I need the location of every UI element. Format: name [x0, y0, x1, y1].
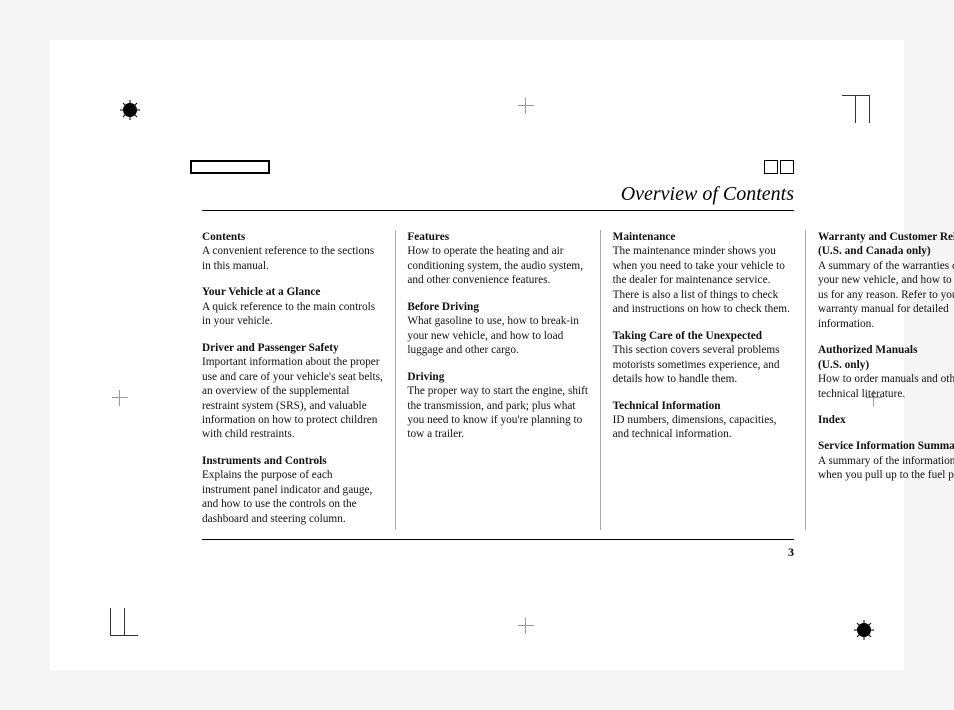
crop-cross-icon	[518, 618, 534, 634]
toc-entry-heading: Driver and Passenger Safety	[202, 341, 383, 355]
toc-entry-heading: Warranty and Customer Relations	[818, 230, 954, 244]
toc-entry: ContentsA convenient reference to the se…	[202, 230, 383, 273]
toc-entry: Taking Care of the UnexpectedThis sectio…	[613, 329, 794, 387]
toc-entry-body: The maintenance minder shows you when yo…	[613, 245, 790, 315]
toc-entry-heading: Taking Care of the Unexpected	[613, 329, 794, 343]
toc-entry-body: ID numbers, dimensions, capacities, and …	[613, 414, 777, 440]
page-title: Overview of Contents	[621, 183, 794, 206]
crop-mark-icon	[816, 95, 856, 135]
toc-entry-body: This section covers several problems mot…	[613, 344, 780, 385]
toc-entry-heading: Driving	[407, 370, 588, 384]
toc-entry: DrivingThe proper way to start the engin…	[407, 370, 588, 442]
toc-entry: Warranty and Customer Relations(U.S. and…	[818, 230, 954, 331]
toc-entry-heading: Maintenance	[613, 230, 794, 244]
page-number: 3	[788, 545, 794, 560]
toc-entry: FeaturesHow to operate the heating and a…	[407, 230, 588, 288]
toc-entry-body: How to operate the heating and air condi…	[407, 245, 583, 286]
toc-entry: Before DrivingWhat gasoline to use, how …	[407, 300, 588, 358]
toc-entry-heading: Contents	[202, 230, 383, 244]
toc-entry-body: A convenient reference to the sections i…	[202, 245, 374, 271]
toc-entry-subheading: (U.S. only)	[818, 358, 954, 372]
registration-mark-icon	[854, 620, 874, 640]
toc-entry-heading: Instruments and Controls	[202, 454, 383, 468]
toc-entry-body: A summary of the warranties covering you…	[818, 260, 954, 330]
crop-cross-icon	[518, 98, 534, 114]
header-rule	[202, 210, 794, 211]
toc-entry: Driver and Passenger SafetyImportant inf…	[202, 341, 383, 442]
crop-cross-icon	[112, 390, 128, 406]
toc-entry-heading: Features	[407, 230, 588, 244]
toc-entry-body: A quick reference to the main controls i…	[202, 301, 375, 327]
marker-squares	[764, 160, 794, 174]
contents-columns: ContentsA convenient reference to the se…	[202, 230, 794, 530]
toc-entry-heading: Before Driving	[407, 300, 588, 314]
toc-entry-subheading: (U.S. and Canada only)	[818, 244, 954, 258]
manual-page: Overview of Contents ContentsA convenien…	[50, 40, 904, 670]
toc-entry-heading: Index	[818, 413, 954, 427]
toc-entry-heading: Service Information Summary	[818, 439, 954, 453]
footer-rule	[202, 539, 794, 540]
toc-entry: Authorized Manuals(U.S. only)How to orde…	[818, 343, 954, 401]
toc-entry: Service Information Summary A summary of …	[818, 439, 954, 482]
registration-mark-icon	[120, 100, 140, 120]
toc-entry: Your Vehicle at a Glance A quick referenc…	[202, 285, 383, 328]
toc-entry-body: Explains the purpose of each instrument …	[202, 469, 372, 524]
toc-entry: Technical InformationID numbers, dimensi…	[613, 399, 794, 442]
redaction-box	[190, 160, 270, 174]
toc-entry-heading: Authorized Manuals	[818, 343, 954, 357]
toc-entry: Index	[818, 413, 954, 427]
toc-entry-heading: Technical Information	[613, 399, 794, 413]
toc-entry-body: How to order manuals and other technical…	[818, 373, 954, 399]
toc-entry-body: Important information about the proper u…	[202, 356, 383, 440]
toc-entry-heading: Your Vehicle at a Glance	[202, 285, 383, 299]
crop-mark-icon	[124, 596, 164, 636]
toc-entry-body: What gasoline to use, how to break-in yo…	[407, 315, 579, 356]
toc-entry: MaintenanceThe maintenance minder shows …	[613, 230, 794, 317]
toc-entry: Instruments and ControlsExplains the pur…	[202, 454, 383, 526]
toc-entry-body: A summary of the information you need wh…	[818, 455, 954, 481]
toc-entry-body: The proper way to start the engine, shif…	[407, 385, 588, 440]
